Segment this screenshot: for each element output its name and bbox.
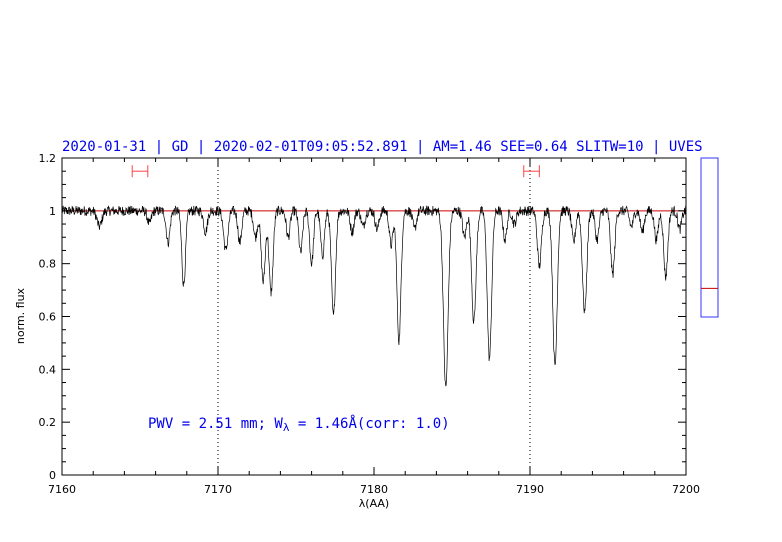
y-axis-label: norm. flux: [14, 287, 27, 344]
pwv-annotation-suffix: = 1.46Å(corr: 1.0): [289, 415, 449, 432]
x-axis: 7160 7170 7180 7190 7200: [48, 158, 700, 496]
y-tick-label: 0.4: [39, 363, 57, 376]
x-tick-label: 7170: [204, 483, 232, 496]
pwv-annotation-subscript: λ: [283, 421, 290, 434]
range-marker: [131, 165, 149, 178]
spectrum-line: [61, 205, 687, 387]
x-tick-label: 7200: [672, 483, 700, 496]
y-tick-label: 0: [49, 469, 56, 482]
y-tick-label: 0.6: [39, 311, 57, 324]
x-tick-label: 7180: [360, 483, 388, 496]
pwv-annotation-prefix: PWV = 2.51 mm; W: [148, 416, 283, 432]
side-indicator-box: [700, 157, 719, 318]
range-marker: [523, 165, 540, 178]
x-tick-label: 7160: [48, 483, 76, 496]
pwv-annotation: PWV = 2.51 mm; Wλ = 1.46Å(corr: 1.0): [148, 415, 450, 434]
y-axis: 0 0.2 0.4 0.6 0.8 1 1.2: [39, 152, 686, 482]
plot-body: [61, 158, 687, 475]
y-tick-label: 0.2: [39, 416, 57, 429]
x-tick-label: 7190: [516, 483, 544, 496]
plot-title: 2020-01-31 | GD | 2020-02-01T09:05:52.89…: [62, 139, 703, 155]
x-axis-label: λ(AA): [359, 497, 389, 510]
y-tick-label: 1: [49, 205, 56, 218]
y-tick-label: 1.2: [39, 152, 57, 165]
y-tick-label: 0.8: [39, 258, 57, 271]
